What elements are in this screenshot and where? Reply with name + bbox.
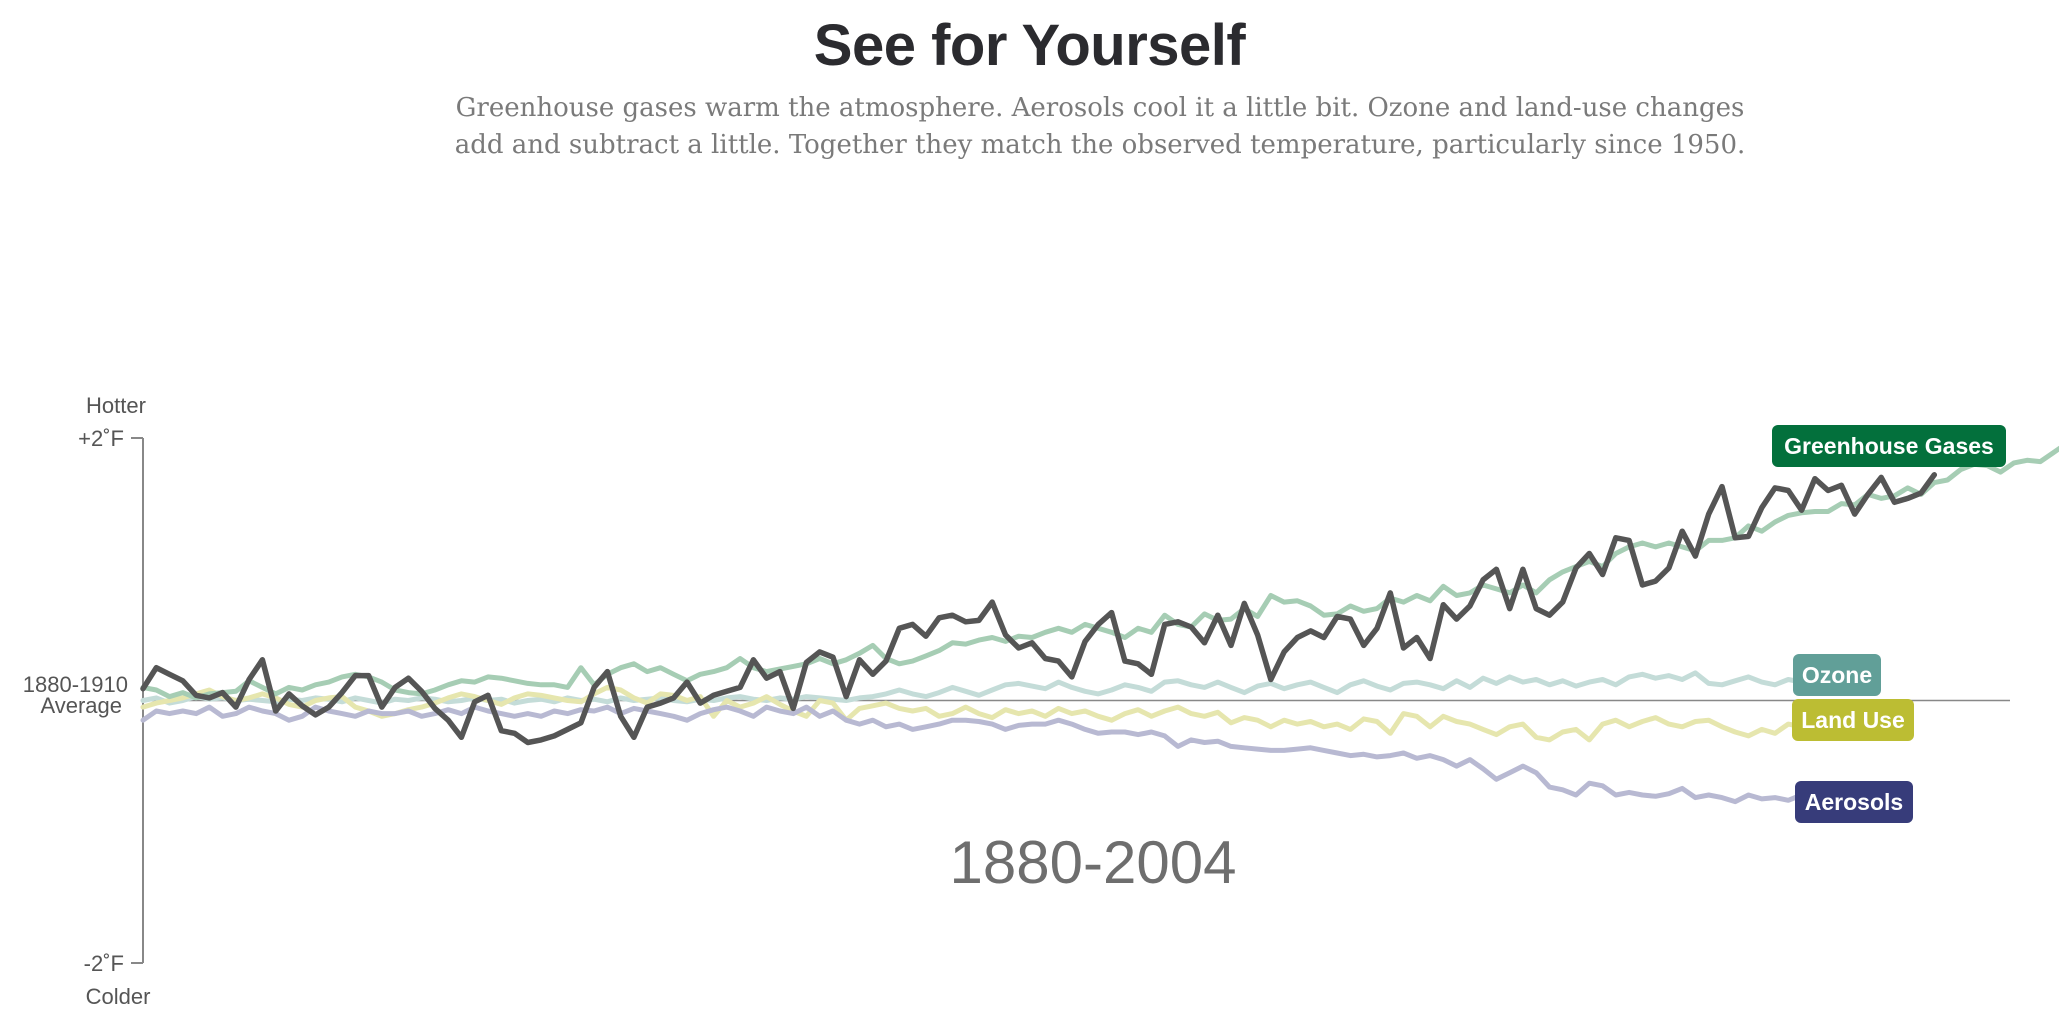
series-label-box — [1772, 425, 2006, 467]
series-label-text: Aerosols — [1805, 789, 1903, 815]
subtitle-line-2: add and subtract a little. Together they… — [454, 130, 1746, 160]
series-label-aerosols: Aerosols — [1795, 781, 1913, 823]
series-line-land-use — [140, 684, 1818, 743]
period-label: 1880-2004 — [950, 829, 1237, 896]
subtitle-line-1: Greenhouse gases warm the atmosphere. Ae… — [455, 93, 1745, 123]
series-label-text: Greenhouse Gases — [1784, 433, 1994, 459]
y-tick-label-top: +2˚F — [78, 426, 124, 451]
series-line-greenhouse-gases — [140, 445, 2059, 701]
series-label-box — [1793, 654, 1881, 696]
series-label-text: Land Use — [1801, 707, 1905, 733]
series-label-greenhouse-gases: Greenhouse Gases — [1772, 425, 2006, 467]
y-label-baseline-years: 1880-1910 — [23, 672, 128, 697]
y-tick-label-bottom: -2˚F — [84, 951, 124, 976]
y-label-hotter: Hotter — [86, 393, 146, 418]
y-label-baseline-average: Average — [40, 693, 122, 718]
series-label-text: Ozone — [1802, 662, 1872, 688]
series-label-land-use: Land Use — [1792, 699, 1914, 741]
page-title: See for Yourself — [813, 13, 1246, 78]
series-line-observed — [140, 472, 1938, 746]
series-label-box — [1792, 699, 1914, 741]
series-label-box — [1795, 781, 1913, 823]
page-subtitle: Greenhouse gases warm the atmosphere. Ae… — [440, 90, 1760, 164]
series-label-ozone: Ozone — [1793, 654, 1881, 696]
series-layer — [140, 445, 2059, 811]
y-label-colder: Colder — [86, 984, 151, 1009]
